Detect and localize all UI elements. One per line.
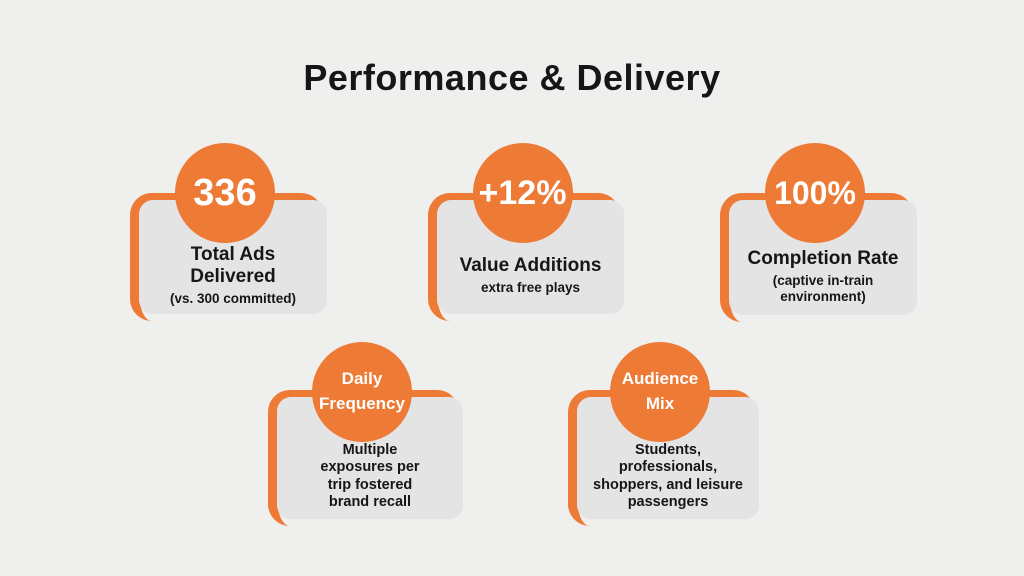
stat-circle: +12% [472, 143, 573, 243]
card-text-block: Total Ads Delivered (vs. 300 committed) [147, 243, 319, 308]
card-subtitle: Multiple exposures per trip fostered bra… [320, 442, 420, 510]
stat-circle-value: Daily Frequency [319, 369, 405, 413]
stat-circle-value: Audience Mix [621, 369, 699, 413]
stat-card-completion-rate: 100% Completion Rate (captive in-train e… [720, 143, 917, 322]
stat-circle: Audience Mix [610, 342, 710, 442]
page-title: Performance & Delivery [303, 57, 721, 98]
card-subtitle: Students, professionals, shoppers, and l… [593, 442, 743, 510]
stat-circle: 336 [175, 143, 275, 243]
card-title: Completion Rate [747, 247, 899, 269]
stat-card-total-ads: 336 Total Ads Delivered (vs. 300 committ… [130, 143, 327, 321]
card-text-block: Multiple exposures per trip fostered bra… [285, 440, 455, 513]
card-subtitle: extra free plays [480, 280, 581, 296]
card-text-block: Value Additions extra free plays [445, 243, 616, 308]
stat-card-daily-frequency: Daily Frequency Multiple exposures per t… [268, 342, 463, 526]
stat-circle: 100% [765, 143, 865, 243]
card-subtitle: (captive in-train environment) [772, 273, 874, 304]
stat-circle: Daily Frequency [312, 342, 412, 442]
card-title: Total Ads Delivered [190, 244, 276, 288]
stat-circle-value: 100% [774, 174, 856, 211]
card-text-block: Completion Rate (captive in-train enviro… [737, 243, 909, 309]
stat-card-value-additions: +12% Value Additions extra free plays [428, 143, 624, 321]
stat-circle-value: 336 [193, 171, 257, 214]
card-title: Value Additions [459, 255, 602, 277]
card-subtitle: (vs. 300 committed) [169, 291, 297, 307]
stat-card-audience-mix: Audience Mix Students, professionals, sh… [568, 342, 759, 526]
stat-circle-value: +12% [478, 173, 567, 212]
card-text-block: Students, professionals, shoppers, and l… [585, 440, 751, 513]
